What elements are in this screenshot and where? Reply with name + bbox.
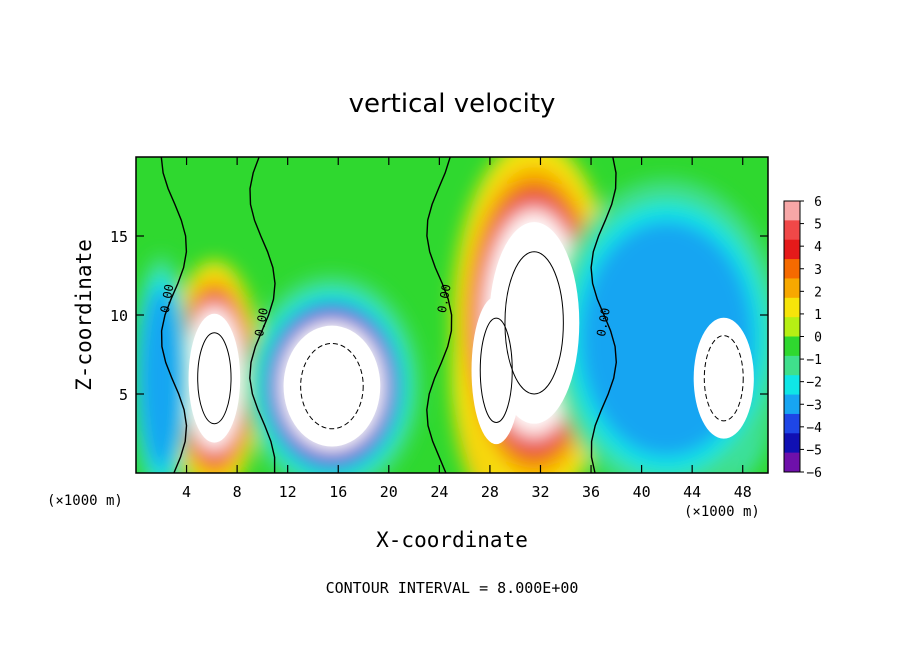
field-cell-3-core [489, 222, 580, 424]
colorbar-swatch [784, 433, 800, 454]
field-cell-0-core [188, 313, 241, 443]
colorbar-swatch [784, 220, 800, 241]
colorbar: 6 5 4 3 2 1 0 −1 −2 −3 −4 −5 −6 [783, 195, 822, 481]
colorbar-swatch [784, 259, 800, 279]
x-axis-title: X-coordinate [376, 528, 528, 552]
colorbar-swatch [784, 239, 800, 260]
x-tick-label: 12 [279, 483, 297, 501]
colorbar-tick-label: 5 [814, 218, 822, 233]
y-tick-label: 15 [110, 228, 128, 246]
x-axis-ticks: 4 8 12 16 20 24 28 32 36 40 44 48 [182, 157, 752, 501]
colorbar-tick-label: −5 [806, 443, 822, 458]
colorbar-swatch [784, 336, 800, 357]
zero-contour-label-0: 0.00 [158, 283, 177, 314]
colorbar-swatch [784, 278, 800, 299]
x-tick-label: 44 [683, 483, 701, 501]
colorbar-swatch [784, 375, 800, 396]
y-tick-label: 5 [119, 386, 128, 404]
x-tick-label: 16 [329, 483, 347, 501]
y-tick-label: 10 [110, 307, 128, 325]
colorbar-tick-label: 6 [814, 195, 822, 210]
zero-contour-1 [249, 157, 276, 473]
colorbar-tick-label: 2 [814, 285, 822, 300]
x-tick-label: 4 [182, 483, 191, 501]
contour-interval-label: CONTOUR INTERVAL = 8.000E+00 [326, 579, 579, 597]
colorbar-swatch [784, 201, 800, 221]
contour-lines: 0.00 0.00 0.00 0.00 [158, 157, 744, 473]
x-tick-label: 8 [233, 483, 242, 501]
x-tick-label: 20 [380, 483, 398, 501]
colorbar-swatch [784, 317, 800, 337]
colorbar-swatch [784, 452, 800, 473]
y-axis-title: Z-coordinate [72, 239, 96, 391]
zero-contour-3 [590, 157, 618, 473]
field-cell-4-core [693, 317, 754, 439]
cell-contour-1 [300, 342, 364, 430]
x-unit-right-label: (×1000 m) [684, 504, 760, 520]
colorbar-tick-label: 3 [814, 263, 822, 278]
x-tick-label: 24 [430, 483, 448, 501]
x-tick-label: 36 [582, 483, 600, 501]
x-tick-label: 40 [633, 483, 651, 501]
colorbar-swatch [784, 413, 800, 434]
colorbar-tick-label: −3 [806, 398, 822, 413]
zero-contour-label-3: 0.00 [594, 307, 613, 338]
cell-contour-0 [197, 332, 232, 425]
colorbar-tick-label: −6 [806, 466, 822, 481]
field-cell-6-ring-5 [146, 315, 177, 442]
x-unit-left-label: (×1000 m) [47, 493, 123, 509]
colorbar-tick-label: 1 [814, 308, 822, 323]
chart-title: vertical velocity [349, 89, 556, 119]
colorbar-swatch [784, 355, 800, 376]
zero-contour-label-2: 0.00 [435, 283, 454, 314]
x-tick-label: 48 [734, 483, 752, 501]
colorbar-tick-label: −2 [806, 376, 822, 391]
colorbar-tick-label: 4 [814, 240, 822, 255]
plot-area: 0.00 0.00 0.00 0.00 [135, 156, 769, 474]
colorbar-swatch [784, 394, 800, 415]
zero-contour-0 [160, 157, 188, 473]
colorbar-swatch [784, 297, 800, 318]
colorbar-tick-label: −1 [806, 353, 822, 368]
zero-contour-label-1: 0.00 [252, 307, 271, 338]
colorbar-tick-label: −4 [806, 421, 822, 436]
cell-contour-4 [703, 335, 744, 422]
cell-contour-3 [504, 251, 564, 395]
x-tick-label: 32 [531, 483, 549, 501]
y-axis-ticks: 5 10 15 [110, 228, 768, 404]
colorbar-tick-label: 0 [814, 331, 822, 346]
x-tick-label: 28 [481, 483, 499, 501]
field-cell-1-core [283, 325, 381, 447]
zero-contour-2 [426, 157, 453, 473]
